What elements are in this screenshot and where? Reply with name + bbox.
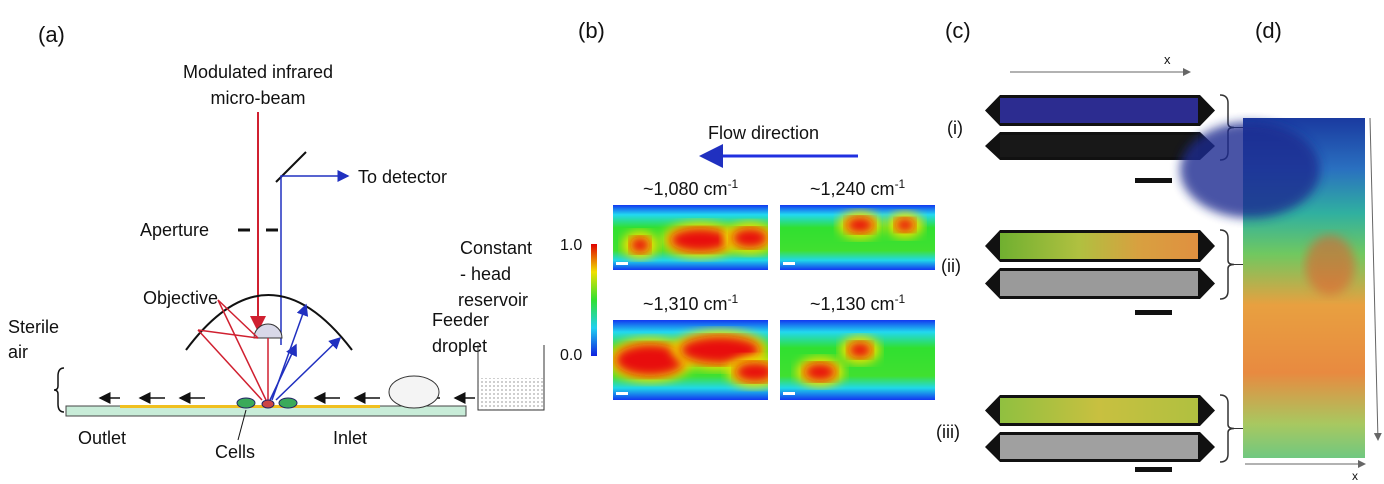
hot-spot [846,217,874,233]
wavenumber-label: ~1,080 cm-1 [643,177,739,199]
line-shape [270,345,296,400]
heatmap [780,205,935,270]
detector-label: To detector [358,167,447,187]
sterile-air-label: Sterile [8,317,59,337]
brace [1220,395,1234,462]
strip-fill [1000,398,1198,423]
wavenumber: ~1,310 cm [643,294,728,314]
panel-b: (b) Flow direction ~1,080 cm-1~1,240 cm-… [560,18,935,400]
objective-label: Objective [143,288,218,308]
figure: (a) Modulated infrared micro-beam To det… [0,0,1384,484]
hot-spot [630,237,650,253]
scale-bar [783,392,795,395]
ellipse-shape [389,376,439,408]
heatmap [607,320,783,400]
reservoir-label: Constant [460,238,532,258]
feeder-label: droplet [432,336,487,356]
colorbar-label: 1.0 [560,237,582,254]
hot-spot [670,228,730,252]
rect-shape [591,244,597,356]
heatmap [613,205,776,270]
wavenumber-label: ~1,310 cm-1 [643,292,739,314]
row-label: (ii) [941,256,961,276]
feeder-label: Feeder [432,310,489,330]
panel-label: (d) [1255,18,1282,43]
unit-exponent: -1 [728,177,739,191]
line-shape [198,330,258,338]
strip-fill [1000,233,1198,259]
reservoir-label: reservoir [458,290,528,310]
heatmap-body [607,320,783,400]
strip-fill [1000,98,1198,123]
wavenumber-label: ~1,130 cm-1 [810,292,906,314]
wavenumber: ~1,240 cm [810,179,895,199]
hot-spot [732,228,768,248]
ellipse-shape [1180,122,1320,218]
panel-c: (c) x (i) (ii) (iii) [936,18,1243,472]
ellipse-shape [279,398,297,408]
heatmap-body [780,320,935,400]
hot-spot [804,363,836,381]
sterile-air-label: air [8,342,28,362]
outlet-label: Outlet [78,428,126,448]
aperture-label: Aperture [140,220,209,240]
scale-bar [783,262,795,265]
row-label: (iii) [936,422,960,442]
flow-label: Flow direction [708,123,819,143]
heatmap-body [780,205,935,270]
strip-fill [1000,435,1198,459]
strip-fill [1000,135,1198,157]
wavenumber-label: ~1,240 cm-1 [810,177,906,199]
scale-bar [616,262,628,265]
ellipse-shape [1305,235,1355,295]
scale-bar [616,392,628,395]
hot-spot [848,342,872,358]
panel-label: (c) [945,18,971,43]
scale-bar [1135,467,1172,472]
beam-label: Modulated infrared [183,62,333,82]
line-shape [1370,118,1378,440]
hot-spot [735,362,775,382]
strip-fill [1000,271,1198,296]
heatmap-body [613,205,776,270]
brace [1220,230,1234,299]
cells-label: Cells [215,442,255,462]
g-shape: ~1,080 cm-1~1,240 cm-1~1,310 cm-1~1,130 … [607,177,935,400]
beam-label: micro-beam [210,88,305,108]
ellipse-shape [262,400,274,408]
unit-exponent: -1 [895,292,906,306]
rect-shape [478,378,544,410]
reservoir-label: - head [460,264,511,284]
heatmap [780,320,935,400]
panel-label: (a) [38,22,65,47]
wavenumber: ~1,080 cm [643,179,728,199]
panel-label: (b) [578,18,605,43]
line-shape [218,300,258,338]
scale-bar [1135,178,1172,183]
unit-exponent: -1 [728,292,739,306]
axis-label: x [1352,469,1358,483]
unit-exponent: -1 [895,177,906,191]
panel-a: (a) Modulated infrared micro-beam To det… [8,22,544,462]
line-shape [276,338,340,400]
inlet-label: Inlet [333,428,367,448]
line-shape [198,330,262,400]
path-shape [54,368,64,412]
wavenumber: ~1,130 cm [810,294,895,314]
hot-spot [895,218,915,232]
axis-label: x [1164,52,1171,67]
colorbar-label: 0.0 [560,347,582,364]
polyline-shape [281,176,348,345]
ellipse-shape [237,398,255,408]
scale-bar [1135,310,1172,315]
row-label: (i) [947,118,963,138]
